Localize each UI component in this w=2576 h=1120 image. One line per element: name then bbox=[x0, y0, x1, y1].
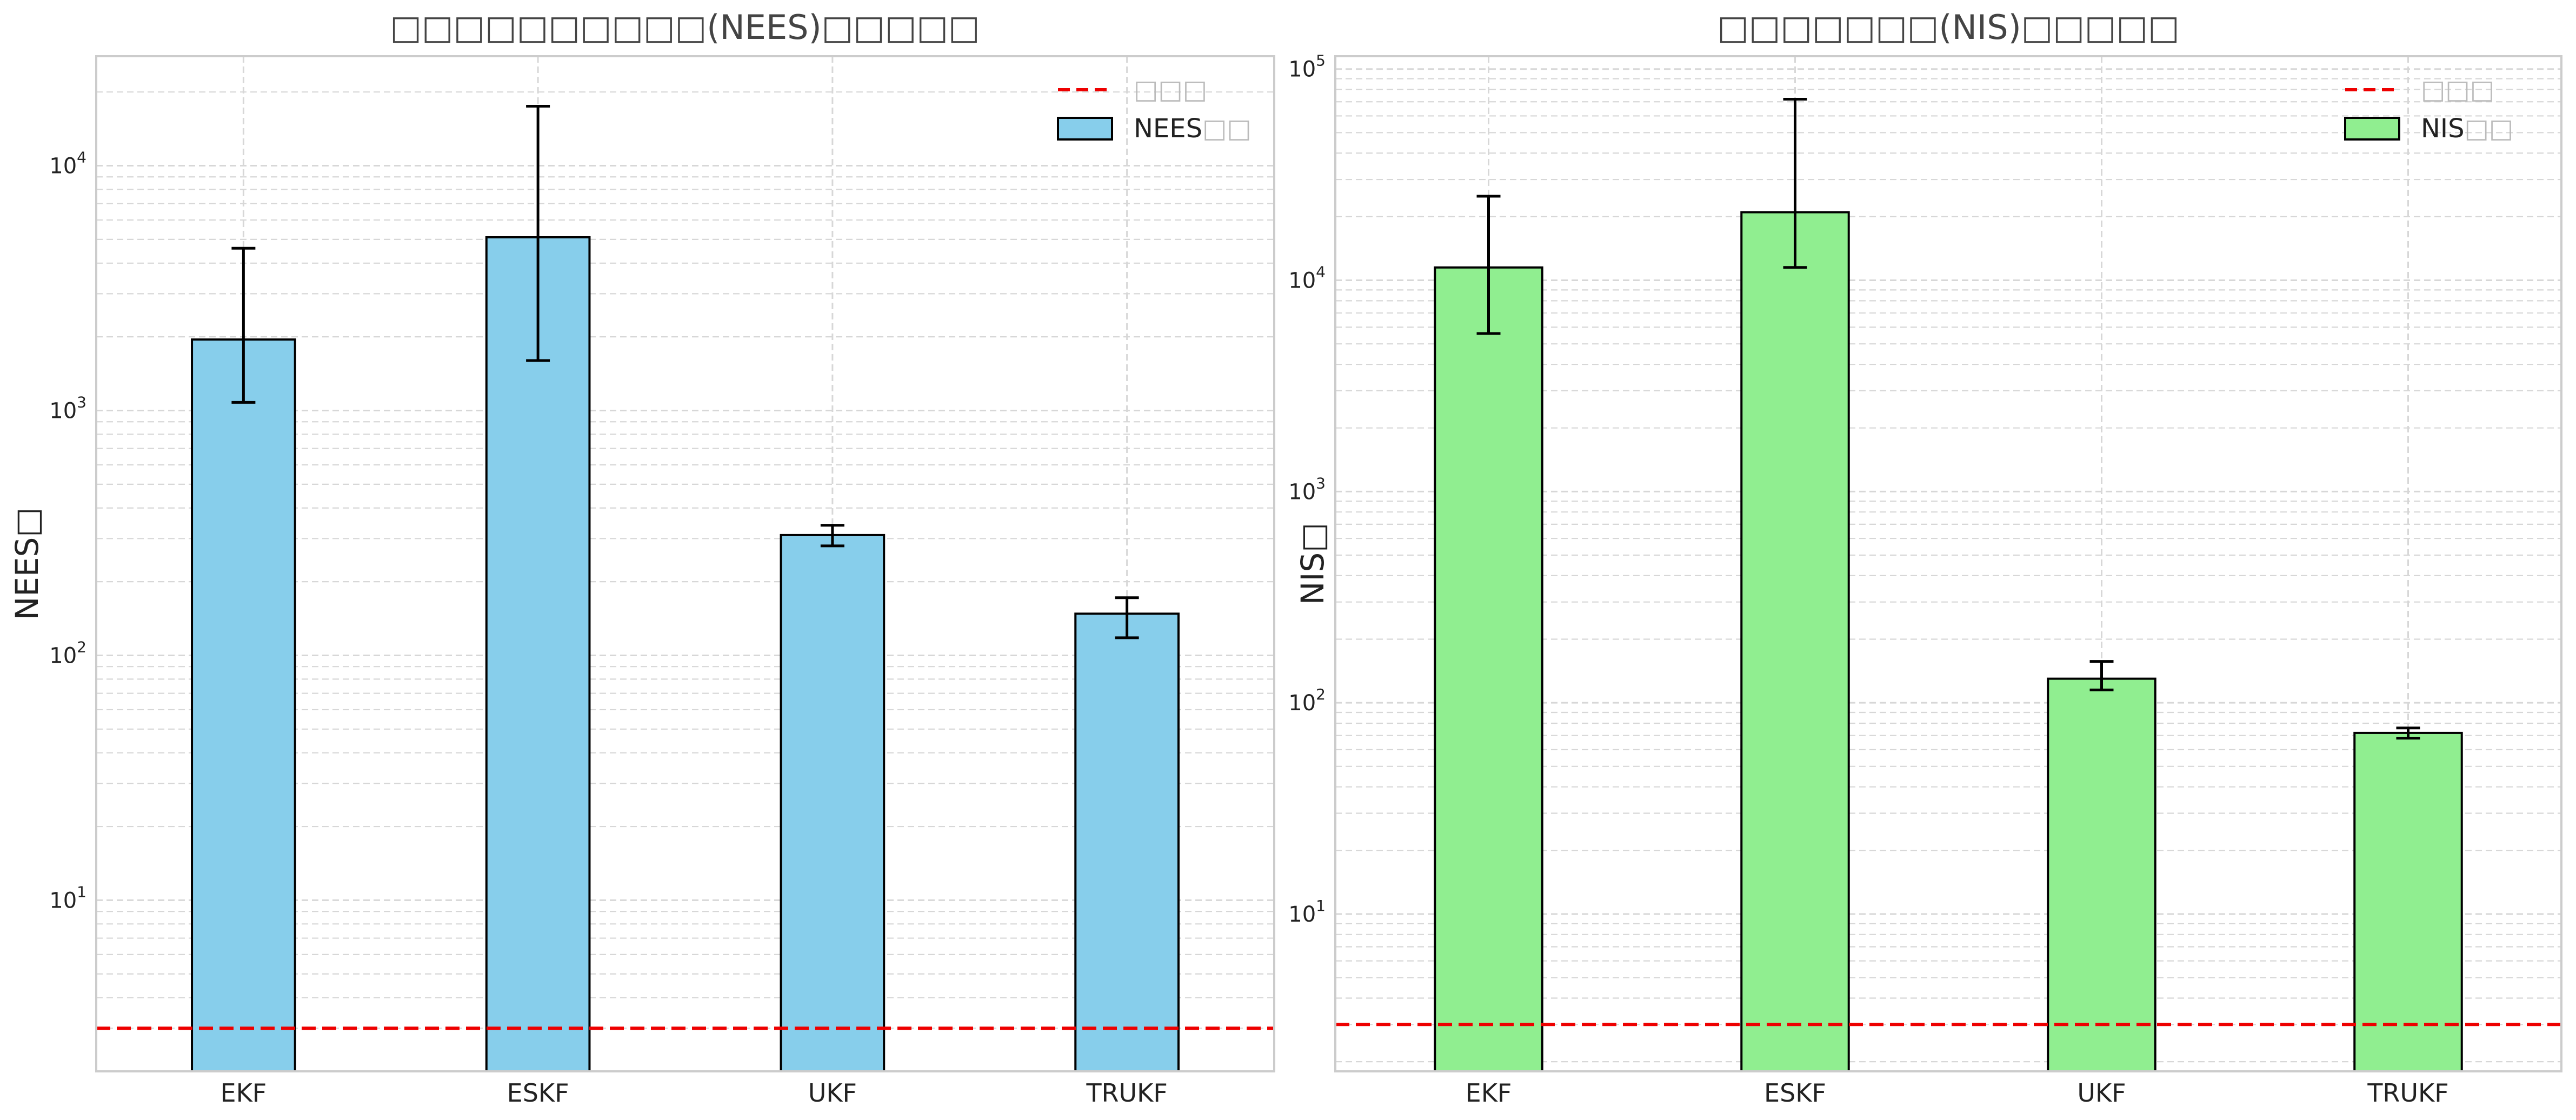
y-tick-exponent: 3 bbox=[77, 393, 86, 411]
y-tick-exponent: 2 bbox=[1316, 685, 1326, 703]
axes-frame bbox=[95, 55, 1275, 1072]
x-tick-label: TRUKF bbox=[1086, 1078, 1167, 1108]
y-tick-base: 10 bbox=[1288, 691, 1316, 716]
y-tick-label: 102 bbox=[1288, 685, 1326, 716]
bar-eskf bbox=[485, 236, 591, 1073]
bar-trukf bbox=[2353, 731, 2463, 1073]
y-tick-label: 103 bbox=[1288, 474, 1326, 504]
bar-ekf bbox=[191, 338, 296, 1072]
x-tick-label: TRUKF bbox=[2367, 1078, 2448, 1108]
y-tick-label: 104 bbox=[1288, 263, 1326, 294]
y-tick-label: 102 bbox=[49, 638, 86, 668]
legend-label: NIS□□ bbox=[2421, 114, 2513, 144]
y-tick-base: 10 bbox=[1288, 902, 1316, 927]
x-tick-label: EKF bbox=[1466, 1078, 1512, 1108]
legend-label: □□□ bbox=[1134, 75, 1207, 105]
y-tick-base: 10 bbox=[49, 398, 77, 423]
y-tick-label: 103 bbox=[49, 393, 86, 423]
y-tick-base: 10 bbox=[1288, 269, 1316, 294]
legend: □□□ NEES□□ bbox=[1057, 75, 1252, 144]
y-tick-base: 10 bbox=[49, 643, 77, 668]
legend-label-main: NIS bbox=[2421, 114, 2465, 144]
legend-label-muted: □□ bbox=[2465, 114, 2514, 144]
bar-ekf bbox=[1434, 266, 1543, 1073]
x-tick-label: UKF bbox=[2077, 1078, 2126, 1108]
y-axis-label: NIS□ bbox=[1294, 523, 1331, 605]
legend-swatch-bar bbox=[1057, 117, 1113, 141]
legend-label: NEES□□ bbox=[1134, 114, 1252, 144]
chart-title: □□□□□□□□□□(NEES)□□□□□ bbox=[390, 8, 980, 47]
y-tick-exponent: 5 bbox=[1316, 52, 1326, 70]
bar-trukf bbox=[1074, 612, 1180, 1072]
y-tick-exponent: 3 bbox=[1316, 474, 1326, 492]
bar-ukf bbox=[780, 534, 886, 1072]
y-tick-label: 105 bbox=[1288, 52, 1326, 82]
legend-label-main: NEES bbox=[1134, 114, 1202, 144]
x-tick-label: ESKF bbox=[507, 1078, 569, 1108]
y-tick-label: 101 bbox=[1288, 897, 1326, 927]
y-tick-base: 10 bbox=[1288, 57, 1316, 82]
y-tick-exponent: 1 bbox=[77, 883, 86, 901]
x-tick-label: EKF bbox=[221, 1078, 267, 1108]
y-tick-label: 104 bbox=[49, 149, 86, 179]
y-tick-exponent: 4 bbox=[1316, 263, 1326, 281]
x-tick-label: UKF bbox=[808, 1078, 857, 1108]
x-tick-label: ESKF bbox=[1764, 1078, 1826, 1108]
axes-frame bbox=[1334, 55, 2562, 1072]
y-tick-exponent: 1 bbox=[1316, 897, 1326, 915]
y-tick-base: 10 bbox=[1288, 479, 1316, 504]
bar-eskf bbox=[1740, 211, 1850, 1072]
legend-label-muted: □□ bbox=[1202, 114, 1252, 144]
y-axis-label: NEES□ bbox=[9, 508, 45, 620]
bar-ukf bbox=[2047, 677, 2156, 1073]
y-tick-exponent: 2 bbox=[77, 638, 86, 656]
legend-label: □□□ bbox=[2421, 75, 2494, 105]
chart-title: □□□□□□□(NIS)□□□□□ bbox=[1717, 8, 2179, 47]
y-tick-base: 10 bbox=[49, 154, 77, 179]
y-tick-exponent: 4 bbox=[77, 149, 86, 166]
legend-swatch-bar bbox=[2344, 117, 2400, 141]
y-tick-label: 101 bbox=[49, 883, 86, 913]
legend: □□□ NIS□□ bbox=[2344, 75, 2513, 144]
y-tick-base: 10 bbox=[49, 888, 77, 913]
